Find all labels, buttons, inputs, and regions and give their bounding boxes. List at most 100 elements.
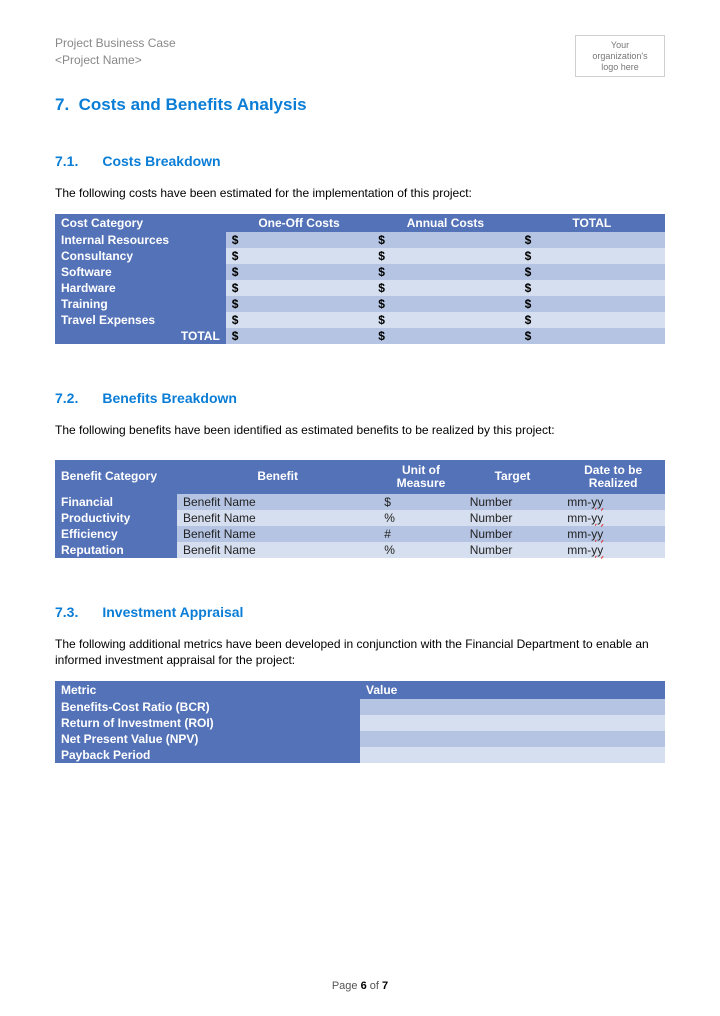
table-row: Benefits-Cost Ratio (BCR) [55,699,665,715]
cell: $ [226,232,372,248]
col-benefit-category: Benefit Category [55,460,177,494]
intro-7-1: The following costs have been estimated … [55,185,665,201]
row-label: Internal Resources [55,232,226,248]
cell: $ [519,232,665,248]
heading-text: Costs and Benefits Analysis [79,95,307,114]
intro-7-3: The following additional metrics have be… [55,636,665,668]
header-left: Project Business Case <Project Name> [55,35,176,69]
table-header-row: Cost Category One-Off Costs Annual Costs… [55,214,665,232]
col-one-off: One-Off Costs [226,214,372,232]
cell: $ [372,328,518,344]
page-footer: Page 6 of 7 [0,980,720,992]
cell: $ [372,280,518,296]
col-benefit: Benefit [177,460,378,494]
row-label: Payback Period [55,747,360,763]
cell: $ [226,312,372,328]
intro-7-2: The following benefits have been identif… [55,422,665,438]
table-row: Payback Period [55,747,665,763]
metrics-table: Metric Value Benefits-Cost Ratio (BCR) R… [55,681,665,763]
table-row: Reputation Benefit Name % Number mm-yy [55,542,665,558]
table-row: Productivity Benefit Name % Number mm-yy [55,510,665,526]
cell: % [378,510,463,526]
cell [360,731,665,747]
table-total-row: TOTAL $ $ $ [55,328,665,344]
cell: $ [226,248,372,264]
header-line-1: Project Business Case [55,35,176,52]
date-spellwave: yy [591,511,603,525]
table-row: Efficiency Benefit Name # Number mm-yy [55,526,665,542]
logo-line-2: organization's [586,51,654,62]
date-spellwave: yy [591,527,603,541]
table-row: Training $ $ $ [55,296,665,312]
cell: Number [464,542,562,558]
logo-line-3: logo here [586,62,654,73]
row-label: Reputation [55,542,177,558]
subheading-7-2: 7.2.Benefits Breakdown [55,390,665,406]
page-header: Project Business Case <Project Name> You… [55,35,665,77]
table-row: Return of Investment (ROI) [55,715,665,731]
table-row: Internal Resources $ $ $ [55,232,665,248]
date-prefix: mm- [567,527,591,541]
footer-total-pages: 7 [382,980,388,992]
cell: Benefit Name [177,526,378,542]
date-prefix: mm- [567,495,591,509]
row-label: Return of Investment (ROI) [55,715,360,731]
subheading-number: 7.2. [55,390,78,406]
col-target: Target [464,460,562,494]
cell [360,747,665,763]
row-label: Hardware [55,280,226,296]
subheading-text: Investment Appraisal [102,604,243,620]
cell: Benefit Name [177,510,378,526]
logo-line-1: Your [586,40,654,51]
cell: $ [226,328,372,344]
cell [360,715,665,731]
cell: $ [519,296,665,312]
col-total: TOTAL [519,214,665,232]
row-label: Net Present Value (NPV) [55,731,360,747]
table-row: Net Present Value (NPV) [55,731,665,747]
section-7-3: 7.3. Investment Appraisal The following a… [55,604,665,762]
cell: $ [372,232,518,248]
cell: $ [519,328,665,344]
cell: $ [372,248,518,264]
row-label: Training [55,296,226,312]
table-row: Hardware $ $ $ [55,280,665,296]
date-spellwave: yy [591,495,603,509]
cell: $ [519,312,665,328]
costs-table: Cost Category One-Off Costs Annual Costs… [55,214,665,344]
footer-middle: of [367,980,382,992]
date-spellwave: yy [591,543,603,557]
cell-date: mm-yy [561,494,665,510]
cell: % [378,542,463,558]
subheading-number: 7.3. [55,604,78,620]
cell-date: mm-yy [561,510,665,526]
subheading-7-3: 7.3. Investment Appraisal [55,604,665,620]
cell: $ [519,248,665,264]
cell: $ [519,264,665,280]
cell: Number [464,494,562,510]
cell: $ [372,264,518,280]
table-row: Consultancy $ $ $ [55,248,665,264]
row-label: Benefits-Cost Ratio (BCR) [55,699,360,715]
row-label: Travel Expenses [55,312,226,328]
cell-date: mm-yy [561,542,665,558]
table-header-row: Metric Value [55,681,665,699]
table-row: Software $ $ $ [55,264,665,280]
cell: Benefit Name [177,542,378,558]
cell: $ [372,312,518,328]
cell-date: mm-yy [561,526,665,542]
cell: $ [226,280,372,296]
col-annual: Annual Costs [372,214,518,232]
total-label: TOTAL [55,328,226,344]
table-row: Financial Benefit Name $ Number mm-yy [55,494,665,510]
cell [360,699,665,715]
cell: $ [378,494,463,510]
subheading-number: 7.1. [55,153,78,169]
row-label: Productivity [55,510,177,526]
cell: # [378,526,463,542]
table-row: Travel Expenses $ $ $ [55,312,665,328]
benefits-table: Benefit Category Benefit Unit of Measure… [55,460,665,558]
date-prefix: mm- [567,543,591,557]
cell: $ [519,280,665,296]
cell: Benefit Name [177,494,378,510]
